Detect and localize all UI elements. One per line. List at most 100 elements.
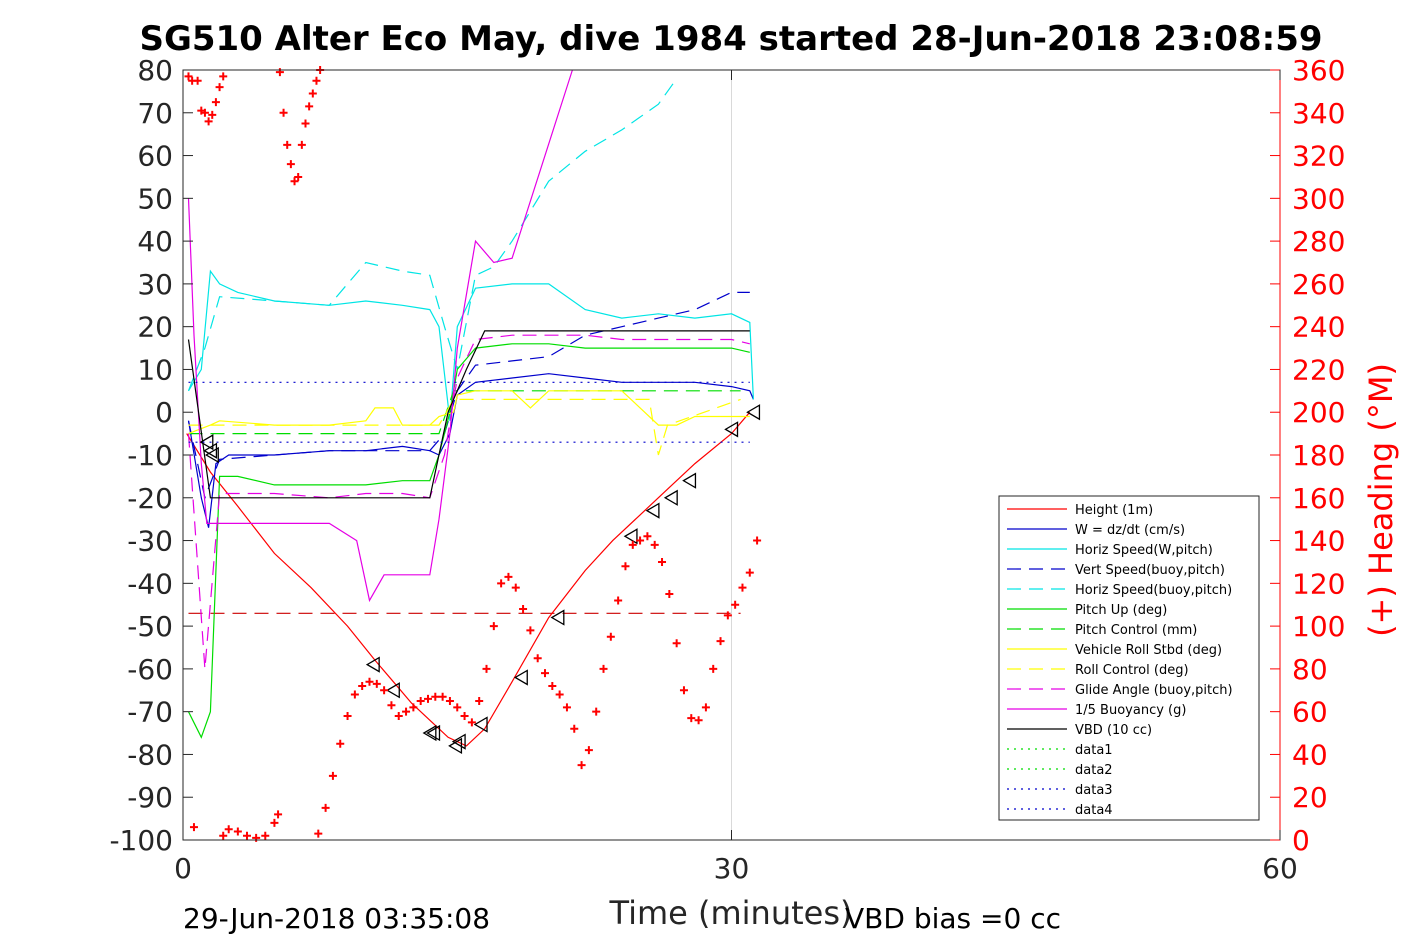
heading-point bbox=[541, 669, 550, 678]
height-marker bbox=[451, 733, 466, 750]
heading-point bbox=[301, 119, 310, 128]
legend-entry: Horiz Speed(W,pitch) bbox=[1075, 543, 1213, 558]
heading-point bbox=[215, 83, 224, 92]
chart-title: SG510 Alter Eco May, dive 1984 started 2… bbox=[139, 19, 1322, 59]
height-marker bbox=[385, 682, 400, 699]
legend-entry: Pitch Control (mm) bbox=[1075, 623, 1197, 638]
heading-point bbox=[416, 696, 425, 705]
heading-point bbox=[650, 540, 659, 549]
y-axis-left: 80 70 60 50 40 30 20 10 0 -10 -20 -30 -40 -50 -60 -70 -8… bbox=[109, 54, 193, 857]
heading-point bbox=[394, 711, 403, 720]
heading-point bbox=[365, 677, 374, 686]
height-marker bbox=[513, 669, 528, 686]
heading-point bbox=[533, 654, 542, 663]
legend-entry: Height (1m) bbox=[1075, 503, 1153, 518]
heading-point bbox=[423, 694, 432, 703]
x-tick-label: 30 bbox=[714, 852, 750, 885]
heading-point bbox=[242, 831, 251, 840]
heading-point bbox=[606, 632, 615, 641]
heading-point bbox=[555, 690, 564, 699]
y-left-tick-label: -40 bbox=[127, 567, 173, 600]
x-tick-label: 60 bbox=[1262, 852, 1298, 885]
y-left-tick-label: 10 bbox=[137, 353, 173, 386]
heading-point bbox=[460, 711, 469, 720]
heading-point bbox=[614, 596, 623, 605]
heading-point bbox=[286, 160, 295, 169]
y-left-tick-label: -60 bbox=[127, 653, 173, 686]
height-marker bbox=[645, 502, 660, 519]
height-marker bbox=[550, 609, 565, 626]
legend-entry: Horiz Speed(buoy,pitch) bbox=[1075, 583, 1232, 598]
y-left-tick-label: 60 bbox=[137, 140, 173, 173]
series-line-6 bbox=[188, 390, 741, 435]
heading-point bbox=[526, 626, 535, 635]
heading-point bbox=[475, 696, 484, 705]
x-axis: 0 30 60 bbox=[174, 70, 1298, 885]
heading-point bbox=[643, 532, 652, 541]
heading-point bbox=[453, 703, 462, 712]
heading-point bbox=[599, 664, 608, 673]
heading-point bbox=[336, 739, 345, 748]
heading-point bbox=[312, 76, 321, 85]
heading-point bbox=[184, 72, 193, 81]
heading-point bbox=[305, 102, 314, 111]
y-right-tick-label: 340 bbox=[1292, 97, 1345, 130]
legend-entry: data4 bbox=[1075, 803, 1113, 818]
legend-entry: Glide Angle (buoy,pitch) bbox=[1075, 683, 1233, 698]
heading-point bbox=[745, 568, 754, 577]
heading-point bbox=[208, 110, 217, 119]
heading-point bbox=[489, 622, 498, 631]
heading-point bbox=[274, 810, 283, 819]
marker-layer bbox=[199, 404, 761, 755]
heading-point bbox=[519, 605, 528, 613]
y-left-tick-label: 0 bbox=[155, 396, 173, 429]
y-left-tick-label: -10 bbox=[127, 439, 173, 472]
heading-point bbox=[380, 686, 389, 695]
y-left-tick-label: -100 bbox=[109, 824, 173, 857]
heading-point bbox=[290, 177, 299, 186]
y-right-tick-label: 260 bbox=[1292, 268, 1345, 301]
series-line-11 bbox=[187, 330, 750, 499]
legend-entry: Vehicle Roll Stbd (deg) bbox=[1075, 643, 1222, 658]
height-marker bbox=[203, 442, 218, 459]
heading-point bbox=[372, 679, 381, 688]
heading-point bbox=[511, 583, 520, 592]
height-marker bbox=[623, 528, 638, 545]
heading-point bbox=[261, 831, 270, 840]
heading-point bbox=[658, 557, 667, 566]
heading-point bbox=[211, 98, 220, 107]
y-left-tick-label: 80 bbox=[137, 54, 173, 87]
x-tick-label: 0 bbox=[174, 852, 192, 885]
series-line-10 bbox=[187, 69, 573, 603]
legend: Height (1m) W = dz/dt (cm/s) Horiz Speed(W… bbox=[998, 495, 1260, 821]
legend-entry: VBD (10 cc) bbox=[1075, 723, 1152, 738]
heading-point bbox=[343, 711, 352, 720]
y-right-tick-label: 100 bbox=[1292, 610, 1345, 643]
y-right-tick-label: 0 bbox=[1292, 824, 1310, 857]
heading-point bbox=[577, 761, 586, 770]
heading-point bbox=[716, 637, 725, 646]
height-marker bbox=[746, 404, 761, 421]
heading-point bbox=[672, 639, 681, 648]
heading-point bbox=[200, 108, 209, 117]
heading-point bbox=[628, 540, 637, 549]
legend-entry: Roll Control (deg) bbox=[1075, 663, 1189, 678]
y-right-tick-label: 200 bbox=[1292, 396, 1345, 429]
series-line-2 bbox=[187, 269, 754, 421]
x-axis-label: Time (minutes) bbox=[609, 894, 853, 932]
y-left-tick-label: 30 bbox=[137, 268, 173, 301]
heading-point bbox=[701, 703, 710, 712]
heading-point bbox=[592, 707, 601, 716]
heading-point bbox=[409, 703, 418, 712]
legend-box bbox=[998, 495, 1260, 821]
heading-point bbox=[219, 72, 228, 81]
legend-entry: Vert Speed(buoy,pitch) bbox=[1075, 563, 1225, 578]
height-marker bbox=[426, 724, 441, 742]
y-right-tick-label: 360 bbox=[1292, 54, 1345, 87]
series-line-5 bbox=[187, 343, 750, 739]
heading-point bbox=[358, 682, 367, 690]
heading-point bbox=[297, 140, 306, 149]
heading-point bbox=[279, 108, 288, 117]
y-right-tick-label: 120 bbox=[1292, 567, 1345, 600]
